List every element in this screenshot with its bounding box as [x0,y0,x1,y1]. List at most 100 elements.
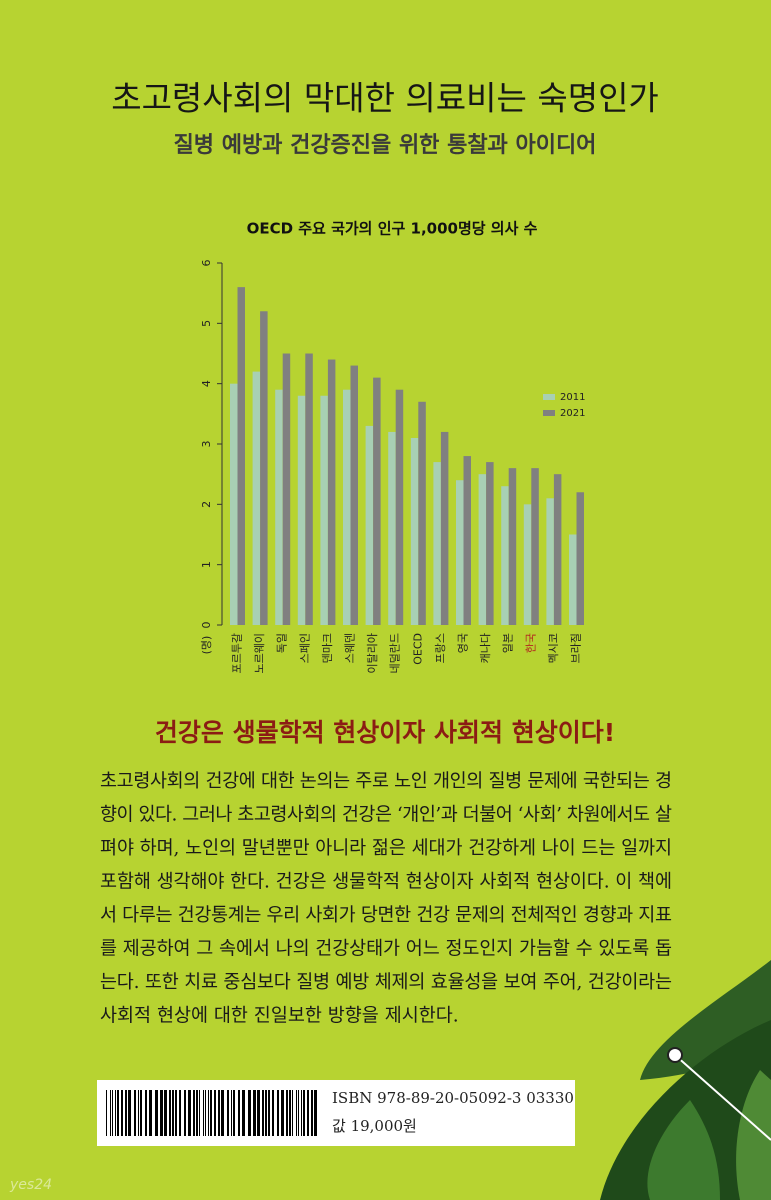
barcode-bar [233,1090,235,1136]
x-tick-label: 스웨덴 [344,633,357,663]
x-tick-label: 덴마크 [321,633,334,663]
barcode-bar [268,1090,270,1136]
barcode-bar [253,1090,256,1136]
body-text: 초고령사회의 건강에 대한 논의는 주로 노인 개인의 질병 문제에 국한되는 … [100,771,672,1027]
y-tick-label: 1 [200,561,213,568]
body-line: 향이 있다. 그러나 초고령사회의 건강은 ‘개인’과 더불어 ‘사회’ 차원에… [100,805,672,826]
bar [297,395,306,625]
barcode-bar [238,1090,240,1136]
bar [373,377,381,625]
x-tick-label: 멕시코 [547,633,560,663]
x-tick-label: 영국 [457,633,470,653]
barcode-bar [303,1090,305,1136]
legend-label: 2021 [560,408,585,419]
barcode-bar [179,1090,181,1136]
x-tick-label: 일본 [501,633,515,653]
legend-swatch [543,394,555,400]
headline: 건강은 생물학적 현상이자 사회적 현상이다! [155,718,615,747]
x-tick-label: 네덜란드 [389,633,402,673]
body-line: 포함해 생각해야 한다. 건강은 생물학적 현상이자 사회적 현상이다. 이 책… [100,872,672,893]
bar [388,431,396,625]
bar [546,498,554,625]
bar [327,359,336,625]
body-line: 서 다루는 건강통계는 우리 사회가 당면한 건강 문제의 전체적인 경향과 지… [100,905,672,926]
bar [282,353,291,625]
barcode-bar [155,1090,158,1136]
x-tick-label: 브라질 [570,633,583,663]
body-line: 는다. 또한 치료 중심보다 질병 예방 체제의 효율성을 보여 주어, 건강이… [100,972,672,993]
barcode-bar [242,1090,245,1136]
subtitle: 질병 예방과 건강증진을 위한 통찰과 아이디어 [174,133,597,158]
legend-swatch [543,410,555,416]
bar [456,480,464,625]
bar [410,437,419,625]
barcode-bar [115,1090,116,1136]
barcode-bar [262,1090,264,1136]
barcode-bar [277,1090,279,1136]
body-line: 펴야 하며, 노인의 말년뿐만 아니라 젊은 세대가 건강하게 나이 드는 일까… [100,838,672,859]
legend-label: 2011 [560,392,585,403]
bar [252,371,261,625]
barcode-bar [128,1090,131,1136]
price: 값 19,000원 [332,1117,417,1135]
barcode-bar [138,1090,139,1136]
body-line: 초고령사회의 건강에 대한 논의는 주로 노인 개인의 질병 문제에 국한되는 … [100,771,672,792]
bar [440,431,449,625]
y-tick-label: 6 [200,260,213,267]
bar [395,389,404,625]
bar [275,389,283,625]
barcode-bar [160,1090,163,1136]
bar [569,534,577,625]
barcode-bar [227,1090,229,1136]
x-tick-label: OECD [411,633,424,665]
x-tick-label: 독일 [275,633,289,653]
barcode-bar [193,1090,195,1136]
x-tick-label: 노르웨이 [253,633,266,673]
barcode-bar [257,1090,260,1136]
barcode-bar [134,1090,136,1136]
x-tick-label: 캐나다 [479,633,492,663]
barcode-bar [272,1090,274,1136]
bar [523,504,532,625]
barcode-bar [121,1090,123,1136]
barcode-bar [231,1090,232,1136]
barcode-bar [286,1090,288,1136]
body-line: 사회적 현상에 대한 진일보한 방향을 제시한다. [100,1006,459,1027]
barcode-bar [311,1090,313,1136]
barcode-bar [140,1090,142,1136]
bar [463,456,471,625]
barcode-bar [149,1090,152,1136]
y-axis-label: (명) [200,636,213,655]
barcode-bar [314,1090,317,1136]
barcode-bar [210,1090,212,1136]
bar [320,395,328,625]
y-tick-label: 0 [200,622,213,629]
x-tick-label: 이탈리아 [366,633,379,673]
barcode-bar [205,1090,206,1136]
bar [305,353,313,625]
barcode-bar [218,1090,220,1136]
chart: 0 1 2 3 4 5 6 (명) 포르투갈 노르웨이 독일 스페인 덴마크 스웨덴 이탈리아 네덜란드 OEC… [200,260,585,674]
barcode-bar [117,1090,119,1136]
barcode [106,1090,317,1136]
barcode-bar [106,1090,107,1136]
barcode-bar [292,1090,293,1136]
bar [508,468,517,625]
bar [343,389,351,625]
bar [433,462,441,625]
y-tick-label: 3 [200,441,213,448]
barcode-bar [196,1090,198,1136]
bar [350,365,358,625]
plant [600,960,771,1200]
barcode-bar [125,1090,127,1136]
barcode-bar [164,1090,167,1136]
chart-title: OECD 주요 국가의 인구 1,000명당 의사 수 [247,220,538,238]
barcode-bar [281,1090,284,1136]
isbn: ISBN 978-89-20-05092-3 03330 [332,1089,574,1107]
barcode-bar [296,1090,297,1136]
barcode-bar [289,1090,291,1136]
watermark: yes24 [9,1177,52,1193]
barcode-bar [301,1090,302,1136]
barcode-bar [110,1090,111,1136]
